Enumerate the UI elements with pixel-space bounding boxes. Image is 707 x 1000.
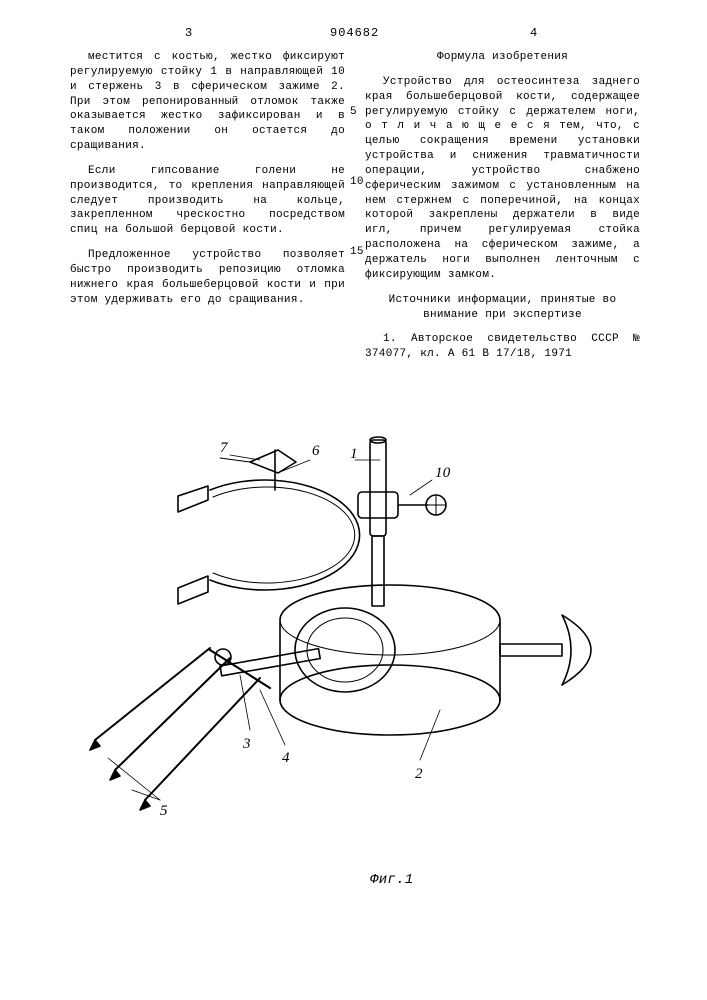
callout-2: 2 [415,766,423,782]
callout-4: 4 [282,750,290,766]
formula-title: Формула изобретения [365,50,640,65]
page-number-left: 3 [185,25,193,41]
document-number: 904682 [330,25,379,41]
text-columns: местится с костью, жестко фиксируют регу… [70,50,640,372]
right-column: Формула изобретения Устройство для остео… [365,50,640,372]
callout-7: 7 [220,440,229,456]
paragraph: Устройство для остеосинтеза заднего края… [365,75,640,283]
callout-5: 5 [160,803,168,819]
figure-svg: 1 10 6 7 2 3 4 5 [60,400,650,920]
paragraph: Если гипсование голени не производится, … [70,164,345,238]
paragraph: Предложенное устройство позволяет быстро… [70,248,345,307]
callout-10: 10 [435,465,451,481]
callout-3: 3 [242,736,251,752]
source-item: 1. Авторское свидетельство СССР № 374077… [365,332,640,362]
callout-1: 1 [350,446,358,462]
left-column: местится с костью, жестко фиксируют регу… [70,50,345,372]
page-number-right: 4 [530,25,538,41]
callout-6: 6 [312,443,320,459]
figure-1: 1 10 6 7 2 3 4 5 Фиг.1 [60,400,650,920]
figure-label: Фиг.1 [370,871,414,890]
sources-title: Источники информации, принятые во вниман… [365,293,640,323]
paragraph: местится с костью, жестко фиксируют регу… [70,50,345,154]
